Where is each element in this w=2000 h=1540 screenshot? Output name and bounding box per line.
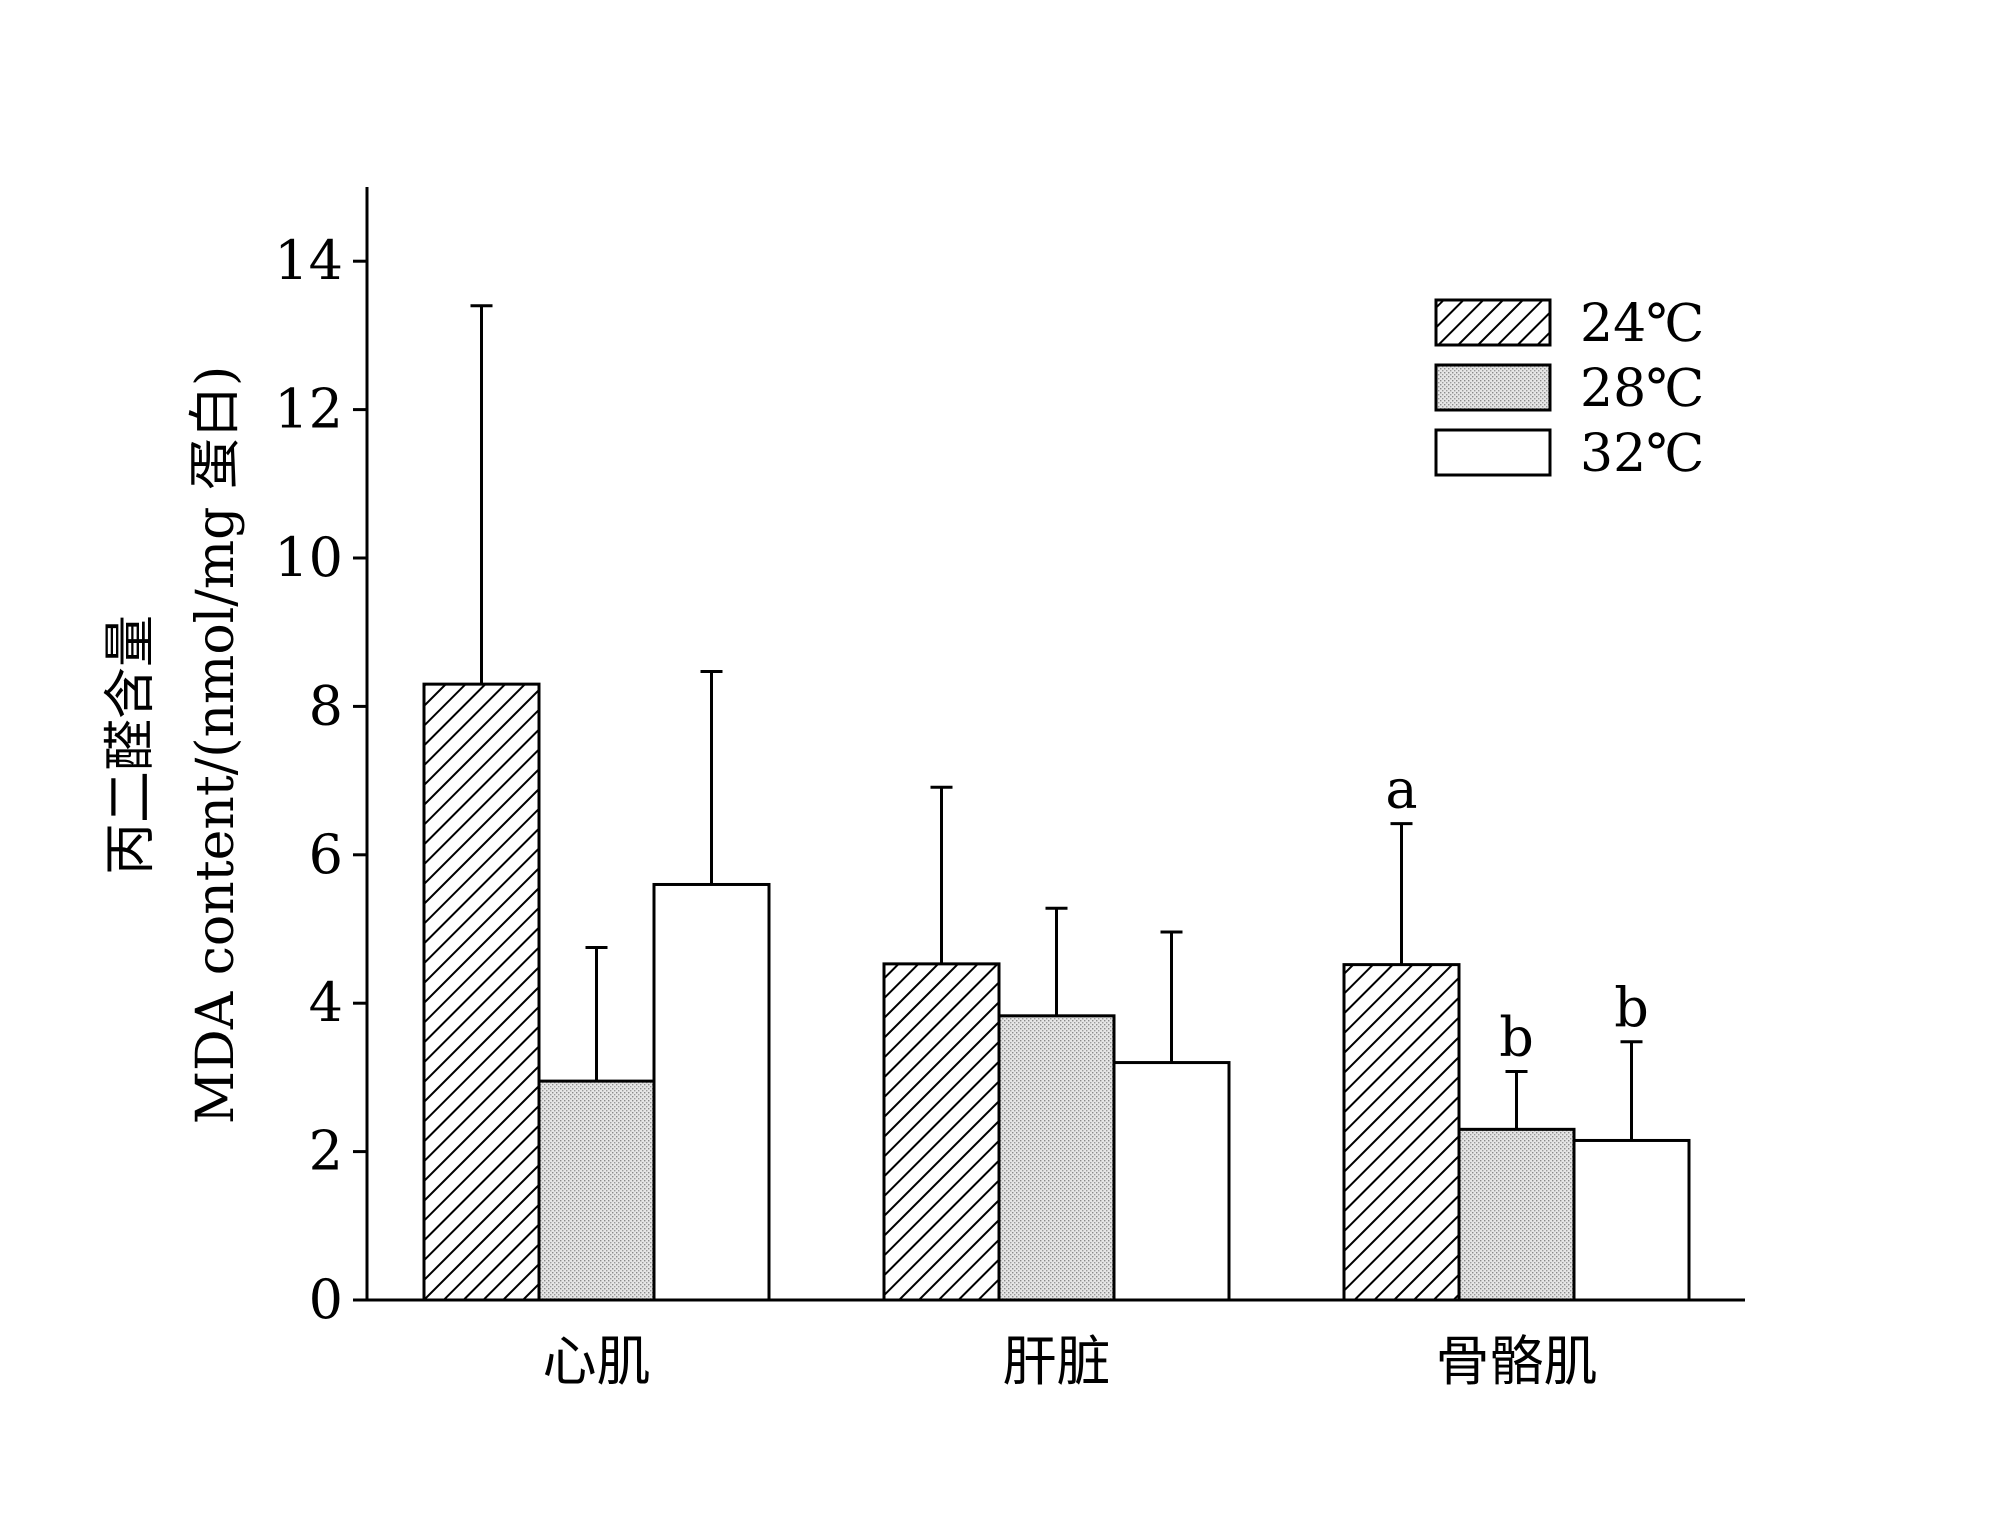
bar-32℃-心肌 bbox=[652, 882, 771, 1302]
y-tick-label: 10 bbox=[274, 526, 343, 589]
bars bbox=[422, 682, 1691, 1302]
y-axis-ticks: 0 2 4 6 8 10 12 14 bbox=[274, 229, 367, 1331]
x-axis-category-labels: 心肌 肝脏 骨骼肌 bbox=[543, 1330, 1598, 1393]
y-tick-label: 6 bbox=[309, 823, 343, 886]
y-tick-label: 2 bbox=[309, 1120, 343, 1183]
y-axis-label-chinese: 丙二醛含量 bbox=[101, 615, 161, 875]
bar-28℃-骨骼肌 bbox=[1457, 1127, 1576, 1302]
significance-label: b bbox=[1614, 976, 1649, 1039]
bar-32℃-肝脏 bbox=[1112, 1061, 1231, 1302]
bar-28℃-心肌 bbox=[537, 1079, 656, 1302]
legend: 24℃28℃32℃ bbox=[1434, 294, 1704, 484]
bar-24℃-心肌 bbox=[422, 682, 541, 1302]
y-tick-label: 0 bbox=[309, 1268, 343, 1331]
bar-32℃-骨骼肌 bbox=[1572, 1138, 1691, 1302]
legend-swatch bbox=[1434, 298, 1552, 347]
legend-label: 24℃ bbox=[1580, 294, 1704, 354]
legend-label: 28℃ bbox=[1580, 359, 1704, 419]
bar-24℃-肝脏 bbox=[882, 962, 1001, 1302]
error-bars bbox=[470, 304, 1643, 1141]
y-tick-label: 14 bbox=[274, 229, 343, 292]
x-category-label: 肝脏 bbox=[1003, 1330, 1111, 1393]
bar-28℃-肝脏 bbox=[997, 1014, 1116, 1302]
legend-swatch bbox=[1434, 428, 1552, 477]
y-tick-label: 12 bbox=[274, 378, 343, 441]
bar-24℃-骨骼肌 bbox=[1342, 963, 1461, 1302]
x-category-label: 骨骼肌 bbox=[1436, 1330, 1598, 1393]
significance-label: a bbox=[1385, 758, 1417, 821]
significance-labels: a b b bbox=[1385, 758, 1648, 1069]
y-axis-label-english: MDA content/(nmol/mg 蛋白) bbox=[186, 366, 246, 1124]
legend-swatch bbox=[1434, 363, 1552, 412]
x-category-label: 心肌 bbox=[543, 1330, 651, 1393]
y-tick-label: 4 bbox=[309, 971, 343, 1034]
significance-label: b bbox=[1499, 1005, 1534, 1068]
legend-label: 32℃ bbox=[1580, 424, 1704, 484]
y-tick-label: 8 bbox=[309, 674, 343, 737]
